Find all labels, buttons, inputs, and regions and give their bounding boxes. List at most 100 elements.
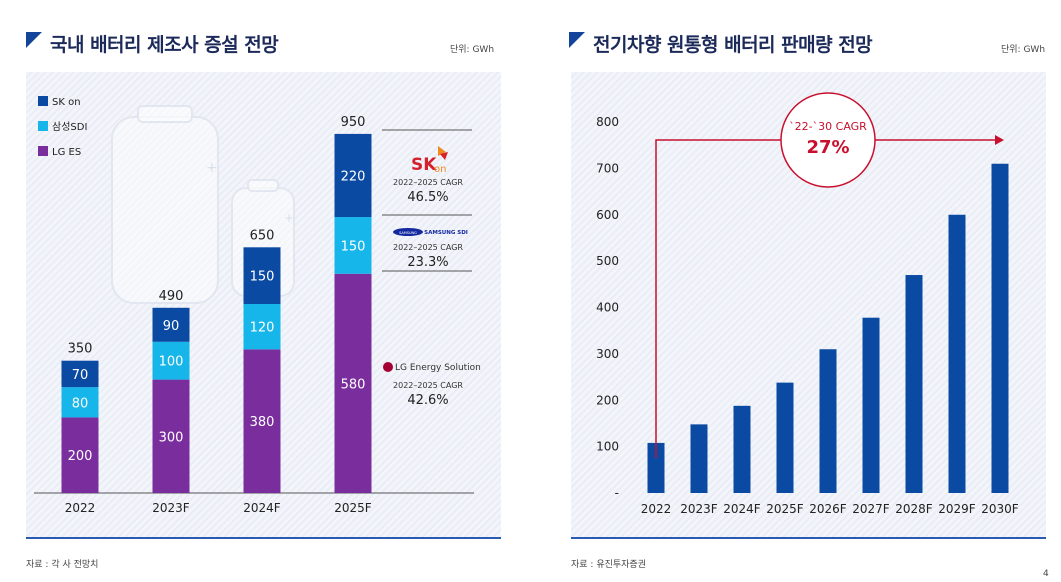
bar <box>862 317 880 493</box>
bar <box>690 424 708 493</box>
lg-cagr-value: 42.6% <box>407 393 448 408</box>
x-tick-label: 2027F <box>852 502 890 516</box>
bar-total-label: 490 <box>159 289 184 304</box>
x-tick-label: 2029F <box>938 502 976 516</box>
stacked-bar-chart: + + 200 80 70 350 2022 300 100 90 490 2023F 380 120… <box>34 96 481 515</box>
bar-segment-1-0 <box>61 387 99 418</box>
bar-chart: - 100 200 300 400 500 600 700 800 2022 2023F 2024F… <box>596 92 1019 516</box>
bar-segment-0-2 <box>243 349 281 493</box>
bar <box>819 349 837 493</box>
sk-cagr-label: 2022–2025 CAGR <box>393 178 463 187</box>
svg-text:+: + <box>284 211 294 225</box>
bar-value-label: 220 <box>341 169 366 184</box>
bar-segment-2-3 <box>334 133 372 218</box>
lg-cagr-label: 2022–2025 CAGR <box>393 381 463 390</box>
samsung-logo-text: SAMSUNG <box>399 231 417 235</box>
sk-butterfly-icon <box>438 146 446 156</box>
lg-logo-text: LG Energy Solution <box>395 363 481 373</box>
cagr-annotation-samsung: SAMSUNG SAMSUNG SDI 2022–2025 CAGR 23.3% <box>382 228 472 272</box>
bar-segment-1-1 <box>152 341 190 380</box>
bar-total-label: 350 <box>68 342 93 357</box>
legend-swatch-sk <box>38 96 48 106</box>
x-tick-label: 2025F <box>766 502 804 516</box>
bar <box>991 163 1009 494</box>
right-title-text: 전기차향 원통형 배터리 판매량 전망 <box>593 34 873 56</box>
left-chart-panel: + + 200 80 70 350 2022 300 100 90 490 2023F 380 120… <box>26 72 501 539</box>
bar-value-label: 150 <box>250 270 275 285</box>
right-chart-bottom-line <box>571 537 1046 539</box>
y-tick-label: 100 <box>596 440 619 454</box>
left-bars-group: 200 80 70 350 2022 300 100 90 490 2023F 380 120 150 6… <box>61 115 372 515</box>
bar-value-label: 120 <box>250 321 275 336</box>
y-tick-label: 600 <box>596 208 619 222</box>
bar-total-label: 650 <box>250 228 275 243</box>
left-chart-bottom-line <box>26 537 501 539</box>
left-unit-label: 단위: GWh <box>450 45 495 55</box>
bar-value-label: 70 <box>72 368 89 383</box>
right-bars-group: 2022 2023F 2024F 2025F 2026F 2027F 2028F 2029F 2… <box>641 163 1019 516</box>
bar <box>733 405 751 493</box>
bar-segment-2-0 <box>61 360 99 388</box>
lg-logo-icon <box>383 362 393 372</box>
bar-value-label: 90 <box>163 319 180 334</box>
y-tick-label: 700 <box>596 161 619 175</box>
bar-value-label: 580 <box>341 377 366 392</box>
bar-segment-1-2 <box>243 304 281 350</box>
svg-text:+: + <box>206 160 218 176</box>
sk-logo-icon: SK <box>411 155 437 175</box>
samsung-sdi-logo-text: SAMSUNG SDI <box>424 230 468 236</box>
right-panel-title: 전기차향 원통형 배터리 판매량 전망 <box>569 30 873 57</box>
x-tick-label: 2023F <box>152 501 190 515</box>
title-triangle-icon <box>26 32 42 48</box>
legend-label-sk: SK on <box>52 97 81 108</box>
legend-label-samsung: 삼성SDI <box>52 121 87 133</box>
cagr-value: 27% <box>806 137 849 158</box>
bar-segment-0-1 <box>152 379 190 493</box>
bar-segment-0-3 <box>334 273 372 493</box>
x-tick-label: 2022 <box>641 502 672 516</box>
bar-segment-2-1 <box>152 307 190 342</box>
bar-segment-1-3 <box>334 217 372 274</box>
y-tick-label: - <box>615 486 619 500</box>
cagr-label: `22-`30 CAGR <box>789 120 867 133</box>
bar <box>905 275 923 493</box>
x-tick-label: 2030F <box>981 502 1019 516</box>
y-tick-label: 200 <box>596 393 619 407</box>
cagr-arrow-head-icon <box>995 135 1004 145</box>
bar-value-label: 150 <box>341 239 366 254</box>
samsung-logo-icon <box>393 228 423 236</box>
x-tick-label: 2024F <box>723 502 761 516</box>
y-tick-label: 300 <box>596 347 619 361</box>
bar <box>948 214 966 493</box>
bar-value-label: 80 <box>72 396 89 411</box>
right-chart-panel: - 100 200 300 400 500 600 700 800 2022 2023F 2024F… <box>571 72 1046 539</box>
right-source: 자료 : 유진투자증권 <box>571 560 646 570</box>
bar-value-label: 380 <box>250 415 275 430</box>
bar <box>776 382 794 493</box>
x-tick-label: 2023F <box>680 502 718 516</box>
samsung-cagr-value: 23.3% <box>407 255 448 270</box>
bar <box>647 442 665 493</box>
y-tick-label: 800 <box>596 115 619 129</box>
y-tick-label: 500 <box>596 254 619 268</box>
title-triangle-icon <box>569 32 585 48</box>
battery-illustration-large-icon: + <box>111 105 219 304</box>
cagr-arrow-line <box>655 139 996 458</box>
sk-logo-sub: on <box>434 164 446 175</box>
bar-segment-2-2 <box>243 247 281 304</box>
bar-segment-0-0 <box>61 417 99 493</box>
bar-total-label: 950 <box>341 115 366 130</box>
page-number: 4 <box>1043 569 1049 579</box>
legend-label-lg: LG ES <box>52 147 81 158</box>
x-tick-label: 2026F <box>809 502 847 516</box>
legend-swatch-samsung <box>38 121 48 131</box>
legend-swatch-lg <box>38 146 48 156</box>
left-source: 자료 : 각 사 전망치 <box>26 560 99 570</box>
cagr-circle <box>780 92 876 188</box>
y-tick-label: 400 <box>596 301 619 315</box>
cagr-annotation-sk: SK on 2022–2025 CAGR 46.5% <box>382 129 472 216</box>
x-tick-label: 2024F <box>243 501 281 515</box>
x-tick-label: 2028F <box>895 502 933 516</box>
bar-value-label: 300 <box>159 430 184 445</box>
right-unit-label: 단위: GWh <box>1001 45 1046 55</box>
